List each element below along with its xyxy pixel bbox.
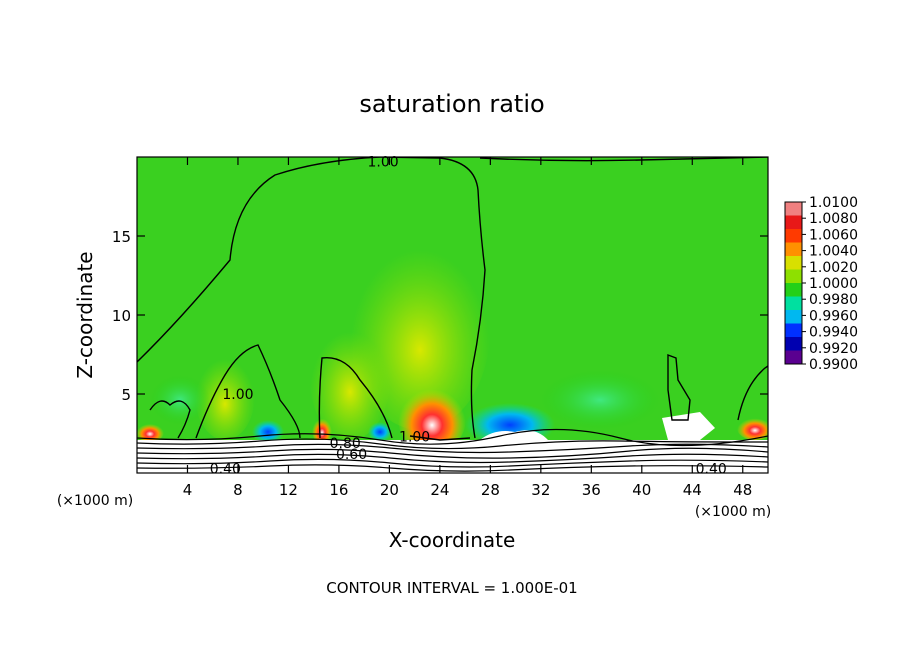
low-contours [137,428,768,472]
contour-label: 0.40 [210,461,241,477]
colorbar-swatch [785,296,802,310]
colorbar-swatch [785,337,802,351]
y-axis-ticks: 5 10 15 [112,228,768,404]
x-unit-right: (×1000 m) [695,504,771,520]
colorbar-swatch [785,215,802,229]
x-tick-label: 48 [733,481,752,499]
colorbar-label: 0.9920 [809,341,858,357]
colorbar-swatch [785,323,802,337]
unsaturated-region [662,412,715,440]
x-tick-label: 28 [481,481,500,499]
y-tick-label: 10 [112,307,131,325]
colorbar-swatch [785,283,802,297]
colorbar-label: 0.9960 [809,308,858,324]
x-tick-label: 8 [233,481,243,499]
colorbar-label: 1.0040 [809,244,858,260]
y-axis-label: Z-coordinate [73,251,97,378]
colorbar-label: 1.0000 [809,276,858,292]
x-axis-ticks: 4 8 12 16 20 24 28 32 36 40 44 48 [183,157,752,499]
contour-label: 0.40 [696,461,727,477]
cool-spot [252,420,284,444]
x-tick-label: 44 [683,481,702,499]
colorbar-label: 0.9980 [809,292,858,308]
y-tick-label: 5 [121,386,131,404]
x-tick-label: 24 [430,481,449,499]
colorbar-swatch [785,310,802,324]
contour-labels: 1.00 1.00 1.00 0.800.60 0.40 0.40 [210,155,727,478]
unity-contours [137,157,768,441]
warm-region [195,350,255,440]
colorbar-swatch [785,202,802,216]
warm-region [310,320,390,440]
colorbar-swatch [785,350,802,364]
cool-spot [368,422,392,442]
hot-spot [737,416,768,440]
x-tick-label: 16 [329,481,348,499]
hot-spot [312,416,332,444]
x-tick-label: 4 [183,481,193,499]
contour-label: 1.00 [399,430,430,446]
mint-region [540,370,660,430]
x-unit-left: (×1000 m) [57,493,133,509]
x-tick-label: 36 [582,481,601,499]
contour-label: 0.80 [330,436,361,452]
x-tick-label: 20 [380,481,399,499]
colorbar-label: 1.0020 [809,260,858,276]
x-tick-label: 12 [279,481,298,499]
plot-area [137,157,768,473]
colorbar-label: 1.0100 [809,195,858,211]
colorbar-label: 1.0060 [809,227,858,243]
contour-label: 0.60 [336,447,367,463]
colorbar-swatch [785,229,802,243]
y-tick-label: 15 [112,228,131,246]
colorbar-swatch [785,242,802,256]
mint-region [150,375,210,425]
colorbar-label: 0.9900 [809,357,858,373]
contour-label: 1.00 [368,155,399,171]
x-axis-label: X-coordinate [389,528,516,552]
x-tick-label: 32 [531,481,550,499]
contour-interval-note: CONTOUR INTERVAL = 1.000E-01 [326,579,577,597]
chart-title: saturation ratio [359,90,544,118]
hot-spot [137,422,164,442]
x-tick-label: 40 [632,481,651,499]
colorbar-swatch [785,269,802,283]
colorbar: 1.01001.00801.00601.00401.00201.00000.99… [784,195,858,373]
colorbar-label: 0.9940 [809,325,858,341]
colorbar-label: 1.0080 [809,211,858,227]
colorbar-swatch [785,256,802,270]
contour-label: 1.00 [222,387,253,403]
